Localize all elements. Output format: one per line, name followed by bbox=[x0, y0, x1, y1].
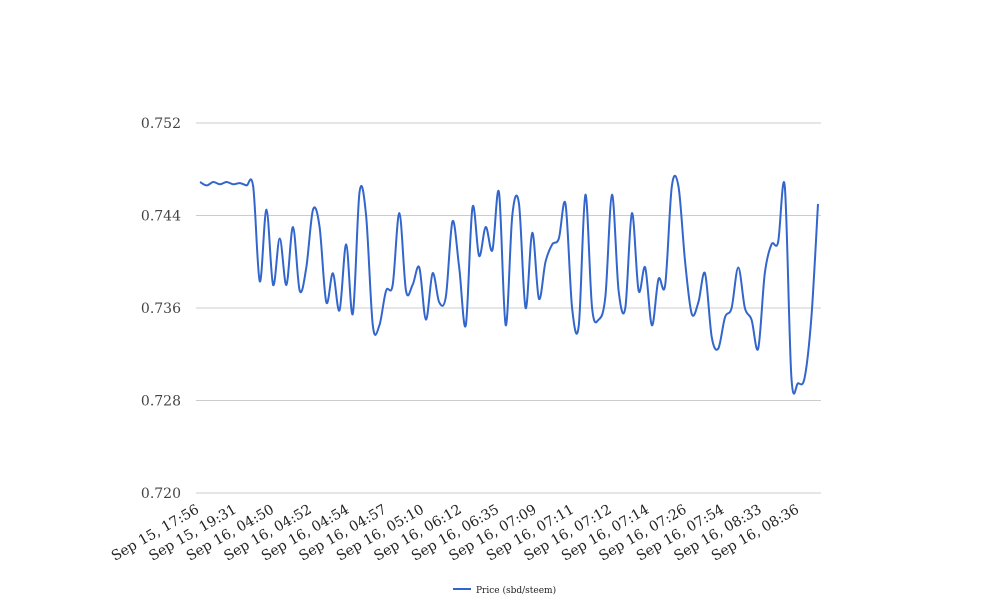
y-tick-label: 0.736 bbox=[141, 301, 181, 317]
series-line bbox=[199, 174, 819, 395]
legend: Price (sbd/steem) bbox=[453, 585, 556, 596]
y-tick-label: 0.752 bbox=[141, 116, 181, 132]
y-tick-label: 0.720 bbox=[141, 486, 181, 502]
series-layer bbox=[199, 174, 819, 395]
y-tick-label: 0.728 bbox=[141, 394, 181, 410]
legend-label: Price (sbd/steem) bbox=[476, 585, 556, 596]
y-axis-ticks: 0.720 0.728 0.736 0.744 0.752 bbox=[141, 116, 181, 502]
y-tick-label: 0.744 bbox=[141, 209, 181, 225]
